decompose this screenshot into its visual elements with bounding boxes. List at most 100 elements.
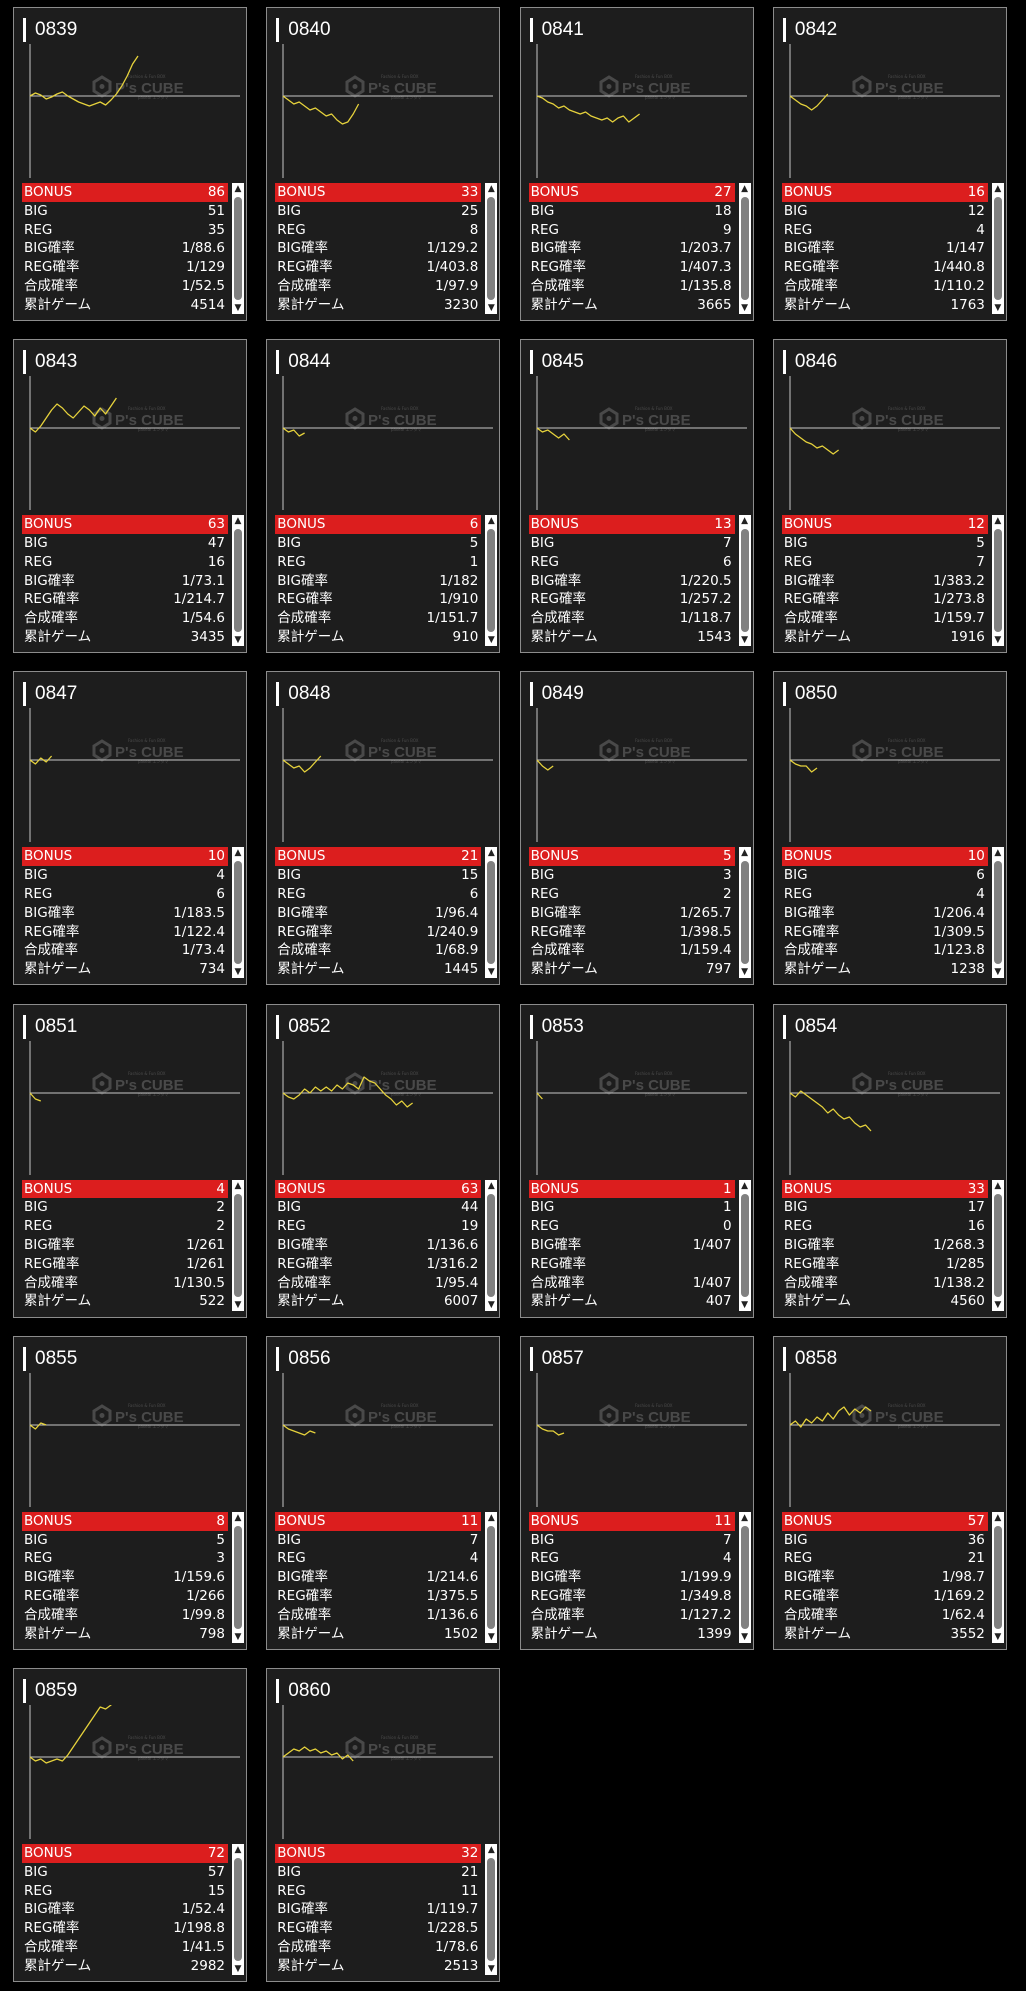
machine-card-0843[interactable]: 0843 P's CUBE Fashion & Fun BOX pakeal エ… [13,339,247,654]
machine-card-0859[interactable]: 0859 P's CUBE Fashion & Fun BOX pakeal エ… [13,1668,247,1982]
machine-card-0852[interactable]: 0852 P's CUBE Fashion & Fun BOX pakeal エ… [266,1003,501,1318]
scroll-down-icon[interactable]: ▼ [487,635,495,646]
stats-scrollbar[interactable]: ▲ ▼ [991,1511,1004,1643]
scroll-thumb[interactable] [487,861,496,965]
scroll-up-icon[interactable]: ▲ [234,516,242,527]
stats-scrollbar[interactable]: ▲ ▼ [232,1511,244,1643]
scroll-down-icon[interactable]: ▼ [487,967,495,978]
stats-scrollbar[interactable]: ▲ ▼ [738,515,751,647]
machine-card-0841[interactable]: 0841 P's CUBE Fashion & Fun BOX pakeal エ… [519,7,754,321]
scroll-thumb[interactable] [234,529,242,633]
scroll-thumb[interactable] [234,861,242,965]
scroll-thumb[interactable] [740,861,749,965]
scroll-up-icon[interactable]: ▲ [487,848,495,859]
scroll-down-icon[interactable]: ▼ [994,303,1002,313]
scroll-thumb[interactable] [234,1193,242,1297]
scroll-down-icon[interactable]: ▼ [234,967,242,978]
machine-card-0851[interactable]: 0851 P's CUBE Fashion & Fun BOX pakeal エ… [13,1003,247,1318]
machine-card-0849[interactable]: 0849 P's CUBE Fashion & Fun BOX pakeal エ… [519,671,754,986]
scroll-up-icon[interactable]: ▲ [487,1180,495,1191]
scroll-down-icon[interactable]: ▼ [741,303,749,313]
scroll-up-icon[interactable]: ▲ [234,184,242,194]
scroll-thumb[interactable] [993,861,1002,965]
stats-scrollbar[interactable]: ▲ ▼ [991,183,1004,314]
scroll-down-icon[interactable]: ▼ [741,1299,749,1310]
stats-scrollbar[interactable]: ▲ ▼ [485,183,498,314]
scroll-thumb[interactable] [487,1525,496,1629]
stats-scrollbar[interactable]: ▲ ▼ [738,1511,751,1643]
stats-scrollbar[interactable]: ▲ ▼ [232,515,244,647]
scroll-thumb[interactable] [993,1193,1002,1297]
stats-scrollbar[interactable]: ▲ ▼ [738,183,751,314]
scroll-up-icon[interactable]: ▲ [487,184,495,194]
machine-card-0860[interactable]: 0860 P's CUBE Fashion & Fun BOX pakeal エ… [266,1668,501,1982]
scroll-thumb[interactable] [234,1525,242,1629]
machine-card-0853[interactable]: 0853 P's CUBE Fashion & Fun BOX pakeal エ… [519,1003,754,1318]
scroll-thumb[interactable] [993,197,1002,300]
stats-scrollbar[interactable]: ▲ ▼ [991,1179,1004,1311]
scroll-down-icon[interactable]: ▼ [234,1964,242,1974]
scroll-up-icon[interactable]: ▲ [487,1512,495,1523]
stats-scrollbar[interactable]: ▲ ▼ [738,847,751,979]
scroll-down-icon[interactable]: ▼ [234,635,242,646]
scroll-down-icon[interactable]: ▼ [994,967,1002,978]
scroll-down-icon[interactable]: ▼ [234,303,242,313]
stats-scrollbar[interactable]: ▲ ▼ [485,847,498,979]
scroll-thumb[interactable] [487,529,496,633]
scroll-up-icon[interactable]: ▲ [994,184,1002,194]
machine-card-0848[interactable]: 0848 P's CUBE Fashion & Fun BOX pakeal エ… [266,671,501,986]
stats-scrollbar[interactable]: ▲ ▼ [991,847,1004,979]
scroll-up-icon[interactable]: ▲ [741,184,749,194]
machine-card-0847[interactable]: 0847 P's CUBE Fashion & Fun BOX pakeal エ… [13,671,247,986]
scroll-up-icon[interactable]: ▲ [234,1845,242,1855]
scroll-up-icon[interactable]: ▲ [994,848,1002,859]
machine-card-0858[interactable]: 0858 P's CUBE Fashion & Fun BOX pakeal エ… [772,1335,1007,1650]
scroll-up-icon[interactable]: ▲ [741,516,749,527]
scroll-up-icon[interactable]: ▲ [234,848,242,859]
scroll-down-icon[interactable]: ▼ [741,635,749,646]
scroll-down-icon[interactable]: ▼ [741,1631,749,1642]
scroll-up-icon[interactable]: ▲ [234,1512,242,1523]
scroll-thumb[interactable] [234,197,242,300]
scroll-thumb[interactable] [487,1858,496,1961]
scroll-down-icon[interactable]: ▼ [234,1631,242,1642]
scroll-up-icon[interactable]: ▲ [741,848,749,859]
machine-card-0844[interactable]: 0844 P's CUBE Fashion & Fun BOX pakeal エ… [266,339,501,654]
stats-scrollbar[interactable]: ▲ ▼ [485,1844,498,1975]
stats-scrollbar[interactable]: ▲ ▼ [232,1844,244,1975]
stats-scrollbar[interactable]: ▲ ▼ [232,847,244,979]
machine-card-0850[interactable]: 0850 P's CUBE Fashion & Fun BOX pakeal エ… [772,671,1007,986]
scroll-up-icon[interactable]: ▲ [741,1180,749,1191]
stats-scrollbar[interactable]: ▲ ▼ [485,1511,498,1643]
scroll-down-icon[interactable]: ▼ [487,1964,495,1974]
machine-card-0855[interactable]: 0855 P's CUBE Fashion & Fun BOX pakeal エ… [13,1335,247,1650]
machine-card-0854[interactable]: 0854 P's CUBE Fashion & Fun BOX pakeal エ… [772,1003,1007,1318]
machine-card-0840[interactable]: 0840 P's CUBE Fashion & Fun BOX pakeal エ… [266,7,501,321]
scroll-thumb[interactable] [234,1858,242,1961]
scroll-up-icon[interactable]: ▲ [487,516,495,527]
machine-card-0846[interactable]: 0846 P's CUBE Fashion & Fun BOX pakeal エ… [772,339,1007,654]
machine-card-0856[interactable]: 0856 P's CUBE Fashion & Fun BOX pakeal エ… [266,1335,501,1650]
scroll-up-icon[interactable]: ▲ [994,516,1002,527]
scroll-up-icon[interactable]: ▲ [487,1845,495,1855]
scroll-down-icon[interactable]: ▼ [994,635,1002,646]
stats-scrollbar[interactable]: ▲ ▼ [485,1179,498,1311]
scroll-thumb[interactable] [487,1193,496,1297]
stats-scrollbar[interactable]: ▲ ▼ [991,515,1004,647]
scroll-down-icon[interactable]: ▼ [741,967,749,978]
scroll-thumb[interactable] [740,1193,749,1297]
stats-scrollbar[interactable]: ▲ ▼ [485,515,498,647]
scroll-up-icon[interactable]: ▲ [741,1512,749,1523]
stats-scrollbar[interactable]: ▲ ▼ [232,183,244,314]
scroll-down-icon[interactable]: ▼ [994,1299,1002,1310]
machine-card-0857[interactable]: 0857 P's CUBE Fashion & Fun BOX pakeal エ… [519,1335,754,1650]
scroll-down-icon[interactable]: ▼ [487,1631,495,1642]
machine-card-0842[interactable]: 0842 P's CUBE Fashion & Fun BOX pakeal エ… [772,7,1007,321]
scroll-up-icon[interactable]: ▲ [994,1180,1002,1191]
scroll-thumb[interactable] [993,529,1002,633]
scroll-thumb[interactable] [487,197,496,300]
machine-card-0845[interactable]: 0845 P's CUBE Fashion & Fun BOX pakeal エ… [519,339,754,654]
stats-scrollbar[interactable]: ▲ ▼ [738,1179,751,1311]
scroll-up-icon[interactable]: ▲ [234,1180,242,1191]
scroll-thumb[interactable] [740,529,749,633]
